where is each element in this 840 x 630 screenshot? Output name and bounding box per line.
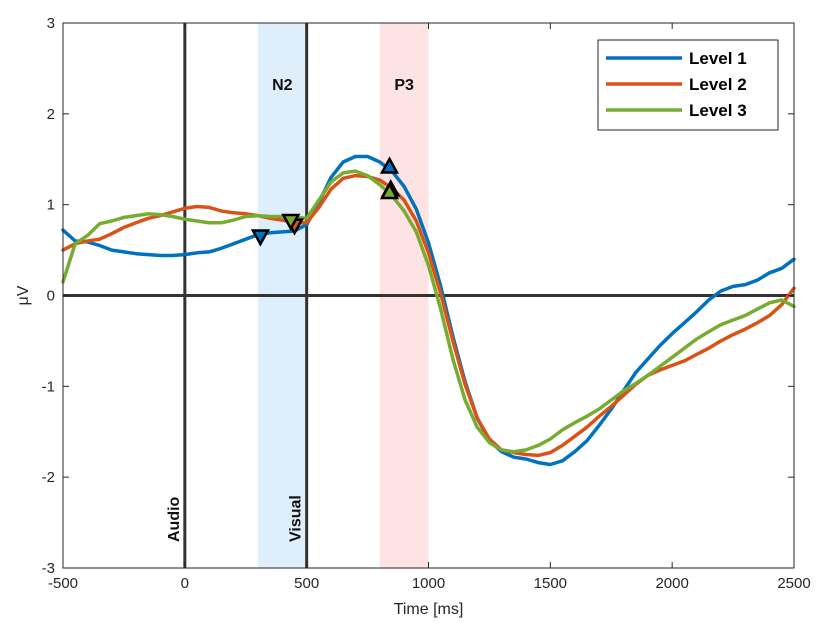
x-tick-label: -500 [48, 575, 78, 592]
series-lines [61, 154, 796, 467]
legend-label-level-2: Level 2 [689, 75, 747, 94]
band-label-p3: P3 [394, 77, 414, 94]
event-label-audio: Audio [166, 496, 183, 542]
x-axis-ticks: -500 0 500 1000 1500 2000 2500 [48, 23, 811, 592]
x-tick-label: 1000 [412, 575, 445, 592]
y-tick-label: -3 [42, 560, 55, 577]
y-tick-label: 3 [47, 15, 55, 32]
legend-label-level-1: Level 1 [689, 49, 747, 68]
peak-marker-level-1-n2 [250, 229, 271, 247]
y-axis-ticks: -3 -2 -1 0 1 2 3 [42, 15, 794, 577]
legend: Level 1 Level 2 Level 3 [597, 39, 779, 131]
y-tick-label: 2 [47, 106, 55, 123]
peak-marker-level-3-p3 [379, 181, 400, 200]
y-axis-title: μV [15, 285, 32, 305]
x-axis-title: Time [ms] [394, 601, 464, 618]
x-tick-label: 500 [294, 575, 319, 592]
series-line-level-2 [61, 173, 796, 458]
series-line-level-1 [61, 154, 796, 467]
peak-marker-level-1-p3 [379, 156, 400, 174]
series-line-level-3 [61, 169, 796, 454]
peak-marker-level-3-n2 [281, 213, 301, 232]
x-tick-label: 1500 [534, 575, 567, 592]
x-tick-label: 0 [181, 575, 189, 592]
y-tick-label: 1 [47, 197, 55, 214]
x-tick-label: 2000 [655, 575, 688, 592]
y-tick-label: -1 [42, 378, 55, 395]
event-label-visual: Visual [288, 495, 305, 542]
y-tick-label: 0 [47, 288, 55, 305]
x-tick-label: 2500 [777, 575, 810, 592]
band-label-n2: N2 [272, 77, 293, 94]
legend-label-level-3: Level 3 [689, 101, 747, 120]
y-tick-label: -2 [42, 469, 55, 486]
peak-markers [250, 156, 401, 247]
